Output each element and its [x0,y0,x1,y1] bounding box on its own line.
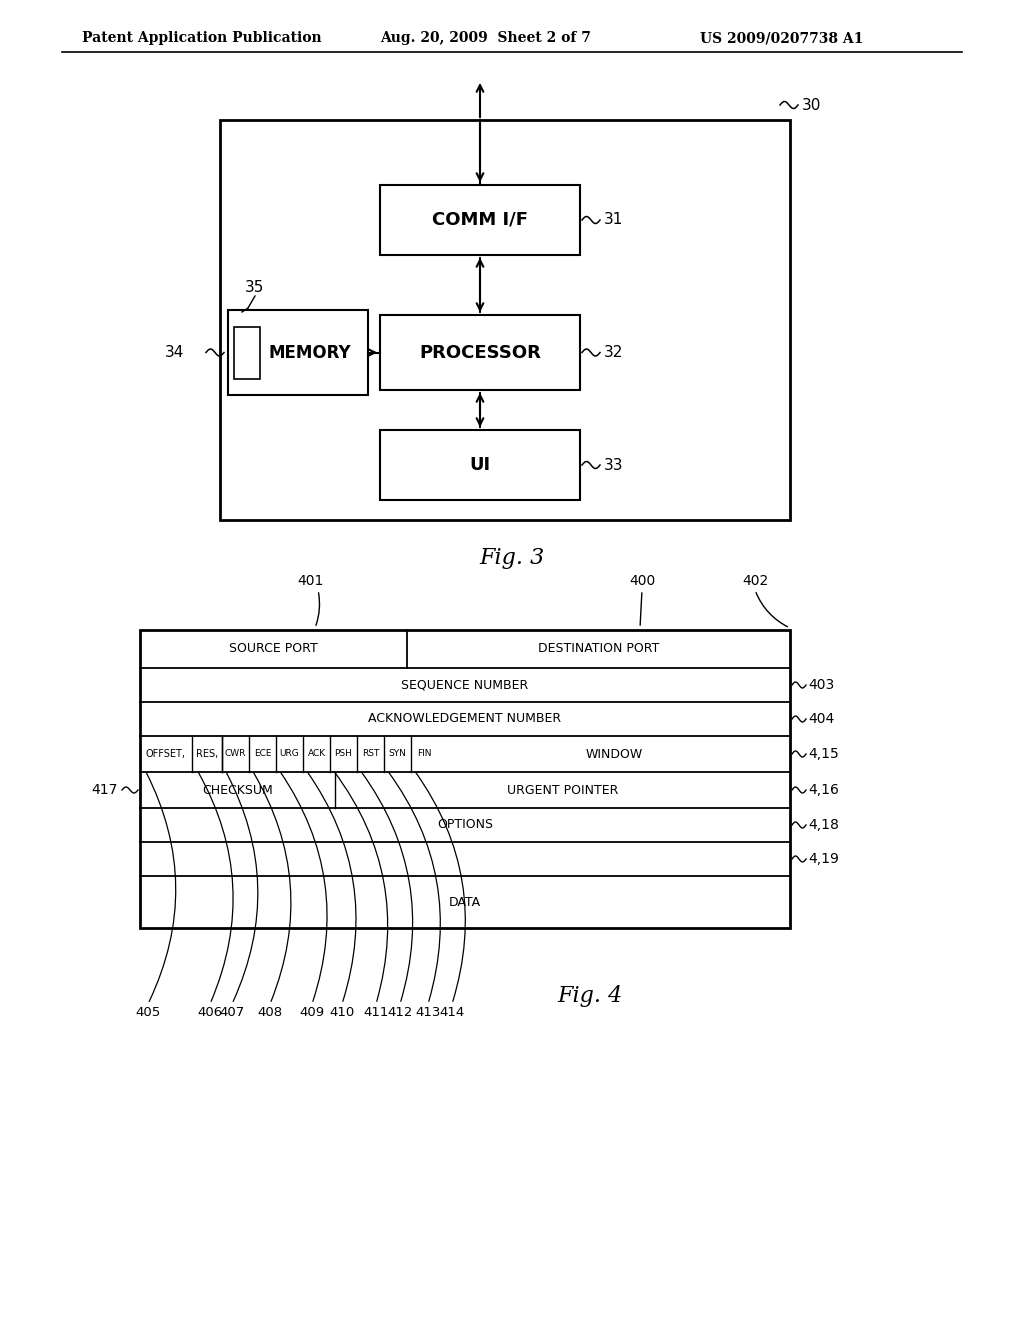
Bar [380,315,580,389]
Text: 409: 409 [299,1006,325,1019]
Text: 4,18: 4,18 [808,818,839,832]
Text: Aug. 20, 2009  Sheet 2 of 7: Aug. 20, 2009 Sheet 2 of 7 [380,30,591,45]
Text: 412: 412 [387,1006,413,1019]
Text: 32: 32 [604,345,624,360]
Text: 404: 404 [808,711,835,726]
Bar [220,120,790,520]
Text: 400: 400 [629,574,655,587]
Text: FIN: FIN [417,750,432,759]
Text: 401: 401 [297,574,324,587]
Text: 30: 30 [802,98,821,112]
Text: 402: 402 [741,574,768,587]
Bar [234,327,260,379]
Text: 414: 414 [439,1006,465,1019]
Text: SEQUENCE NUMBER: SEQUENCE NUMBER [401,678,528,692]
Text: URGENT POINTER: URGENT POINTER [507,784,618,796]
Text: MEMORY: MEMORY [268,343,351,362]
Text: 403: 403 [808,678,835,692]
Text: 35: 35 [246,281,264,296]
Text: 406: 406 [198,1006,222,1019]
Text: Fig. 3: Fig. 3 [479,546,545,569]
Bar [380,430,580,500]
Text: 408: 408 [257,1006,283,1019]
Text: WINDOW: WINDOW [586,747,643,760]
Text: 4,19: 4,19 [808,851,839,866]
Text: SOURCE PORT: SOURCE PORT [229,643,317,656]
Text: 413: 413 [416,1006,440,1019]
Text: RES,: RES, [196,748,218,759]
Text: UI: UI [469,455,490,474]
Text: 4,15: 4,15 [808,747,839,762]
Text: 417: 417 [91,783,118,797]
Text: 410: 410 [330,1006,354,1019]
Text: 411: 411 [364,1006,389,1019]
Text: URG: URG [280,750,299,759]
Bar [140,630,790,928]
Text: ACK: ACK [307,750,326,759]
Text: ACKNOWLEDGEMENT NUMBER: ACKNOWLEDGEMENT NUMBER [369,713,561,726]
Text: CHECKSUM: CHECKSUM [202,784,272,796]
Text: PSH: PSH [335,750,352,759]
Text: DESTINATION PORT: DESTINATION PORT [538,643,658,656]
Text: OFFSET,: OFFSET, [146,748,186,759]
Text: 33: 33 [604,458,624,473]
Text: DATA: DATA [449,895,481,908]
Bar [380,185,580,255]
Text: OPTIONS: OPTIONS [437,818,493,832]
Text: 34: 34 [165,345,184,360]
Text: CWR: CWR [225,750,246,759]
Text: SYN: SYN [388,750,407,759]
Text: 407: 407 [219,1006,245,1019]
Text: 405: 405 [135,1006,161,1019]
Text: PROCESSOR: PROCESSOR [419,343,541,362]
Text: US 2009/0207738 A1: US 2009/0207738 A1 [700,30,863,45]
Text: Patent Application Publication: Patent Application Publication [82,30,322,45]
Text: 31: 31 [604,213,624,227]
Text: RST: RST [361,750,379,759]
Text: Fig. 4: Fig. 4 [557,985,623,1007]
Text: ECE: ECE [254,750,271,759]
Text: 4,16: 4,16 [808,783,839,797]
Text: COMM I/F: COMM I/F [432,211,528,228]
Bar [228,310,368,395]
